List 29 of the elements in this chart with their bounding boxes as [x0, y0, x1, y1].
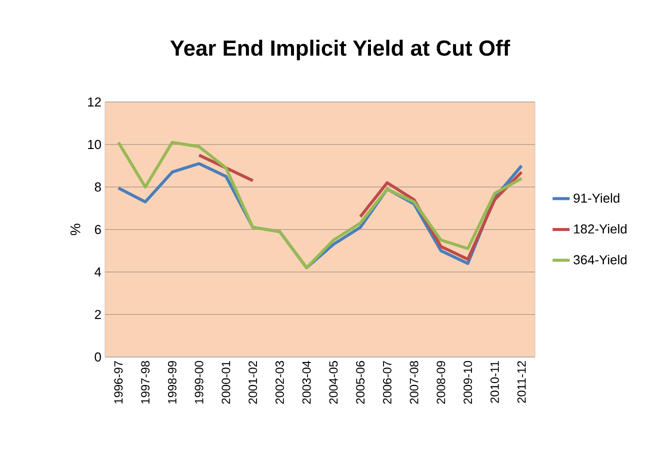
x-tick-label: 2009-10 [464, 360, 472, 404]
y-tick-label: 0 [94, 352, 101, 362]
x-tick-label: 2004-05 [329, 361, 338, 404]
x-tick-label: 2001-02 [248, 361, 258, 404]
x-tick-label: 2006-07 [382, 361, 392, 404]
x-tick-label: 2002-03 [275, 361, 284, 404]
x-tick-label: 2003-04 [302, 360, 311, 404]
y-axis-title: % [70, 224, 80, 236]
x-tick-label: 2000-01 [222, 361, 230, 404]
x-tick-label: 2008-09 [436, 361, 446, 404]
x-tick-label: 2005-06 [356, 361, 365, 404]
y-tick-label: 2 [94, 310, 101, 320]
y-tick-label: 10 [88, 140, 101, 150]
x-tick-label: 2010-11 [490, 361, 499, 403]
line-series [116, 140, 524, 270]
x-tick-label: 2007-08 [410, 361, 418, 404]
y-tick-label: 4 [94, 268, 102, 276]
x-tick-label: 1996-97 [114, 361, 123, 404]
legend-label: 91-Yield [574, 193, 620, 203]
y-tick-label: 12 [88, 97, 101, 107]
legend-label: 182-Yield [574, 224, 626, 234]
legend-label: 364-Yield [574, 254, 626, 264]
x-tick-label: 1998-99 [168, 361, 176, 404]
y-tick-label: 6 [94, 224, 101, 234]
y-tick-label: 8 [94, 182, 101, 192]
x-tick-label: 2011-12 [517, 361, 526, 403]
x-tick-label: 1999-00 [194, 360, 204, 404]
x-tick-label: 1997-98 [141, 361, 150, 404]
chart-title: Year End Implicit Yield at Cut Off [170, 40, 510, 60]
